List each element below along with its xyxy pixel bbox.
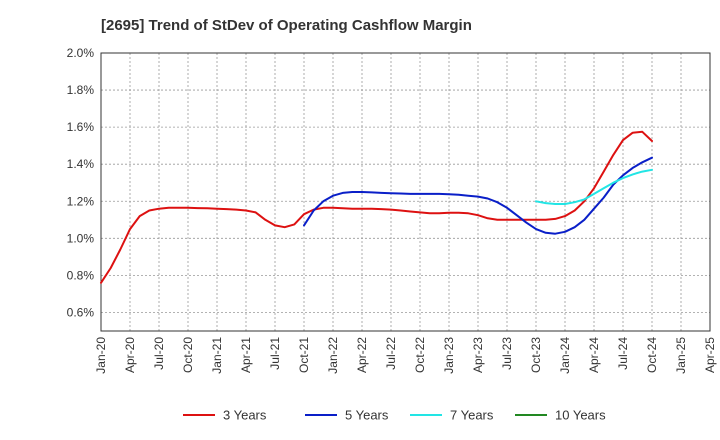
- x-tick-label: Jul-22: [384, 337, 398, 370]
- y-tick-label: 1.4%: [67, 157, 95, 171]
- plot-frame: [100, 52, 711, 332]
- y-tick-label: 0.6%: [67, 305, 95, 319]
- x-tick-label: Apr-21: [239, 337, 253, 373]
- x-tick-label: Jan-22: [326, 337, 340, 374]
- grid-lines: [101, 53, 710, 331]
- legend-label: 7 Years: [450, 408, 494, 423]
- x-tick-label: Jan-21: [210, 337, 224, 374]
- x-tick-label: Jul-24: [616, 337, 630, 370]
- legend-label: 10 Years: [555, 408, 606, 423]
- legend-label: 5 Years: [345, 408, 389, 423]
- y-tick-label: 1.6%: [67, 120, 95, 134]
- x-tick-label: Oct-23: [529, 337, 543, 373]
- y-axis-ticks: 0.6% 0.8% 1.0% 1.2% 1.4% 1.6% 1.8% 2.0%: [67, 46, 95, 319]
- x-tick-label: Oct-20: [181, 337, 195, 373]
- series-line-3-years: [100, 130, 653, 284]
- y-tick-label: 1.2%: [67, 194, 95, 208]
- legend-item-10-years: 10 Years: [515, 408, 606, 423]
- x-tick-label: Jul-23: [500, 337, 514, 370]
- x-tick-label: Jan-20: [94, 337, 108, 374]
- x-axis-ticks: Jan-20 Apr-20 Jul-20 Oct-20 Jan-21 Apr-21 Jul-…: [94, 337, 717, 374]
- legend-label: 3 Years: [223, 408, 267, 423]
- x-tick-label: Apr-23: [471, 337, 485, 373]
- x-tick-label: Apr-25: [703, 337, 717, 373]
- y-tick-label: 2.0%: [67, 46, 95, 60]
- series-lines: [100, 130, 653, 284]
- x-tick-label: Jan-24: [558, 337, 572, 374]
- x-tick-label: Jan-25: [674, 337, 688, 374]
- x-tick-label: Apr-24: [587, 337, 601, 373]
- y-tick-label: 0.8%: [67, 268, 95, 282]
- y-tick-label: 1.8%: [67, 83, 95, 97]
- x-tick-label: Apr-20: [123, 337, 137, 373]
- x-tick-label: Oct-24: [645, 337, 659, 373]
- x-tick-label: Jul-20: [152, 337, 166, 370]
- legend-item-3-years: 3 Years: [183, 408, 267, 423]
- x-tick-label: Jul-21: [268, 337, 282, 370]
- legend-item-7-years: 7 Years: [410, 408, 494, 423]
- legend: 3 Years 5 Years 7 Years 10 Years: [183, 408, 606, 423]
- x-tick-label: Apr-22: [355, 337, 369, 373]
- x-tick-label: Oct-21: [297, 337, 311, 373]
- series-line-7-years: [535, 168, 653, 205]
- x-tick-label: Oct-22: [413, 337, 427, 373]
- x-tick-label: Jan-23: [442, 337, 456, 374]
- chart-title: [2695] Trend of StDev of Operating Cashf…: [101, 17, 472, 34]
- y-tick-label: 1.0%: [67, 231, 95, 245]
- legend-item-5-years: 5 Years: [305, 408, 389, 423]
- series-line-5-years: [303, 156, 653, 235]
